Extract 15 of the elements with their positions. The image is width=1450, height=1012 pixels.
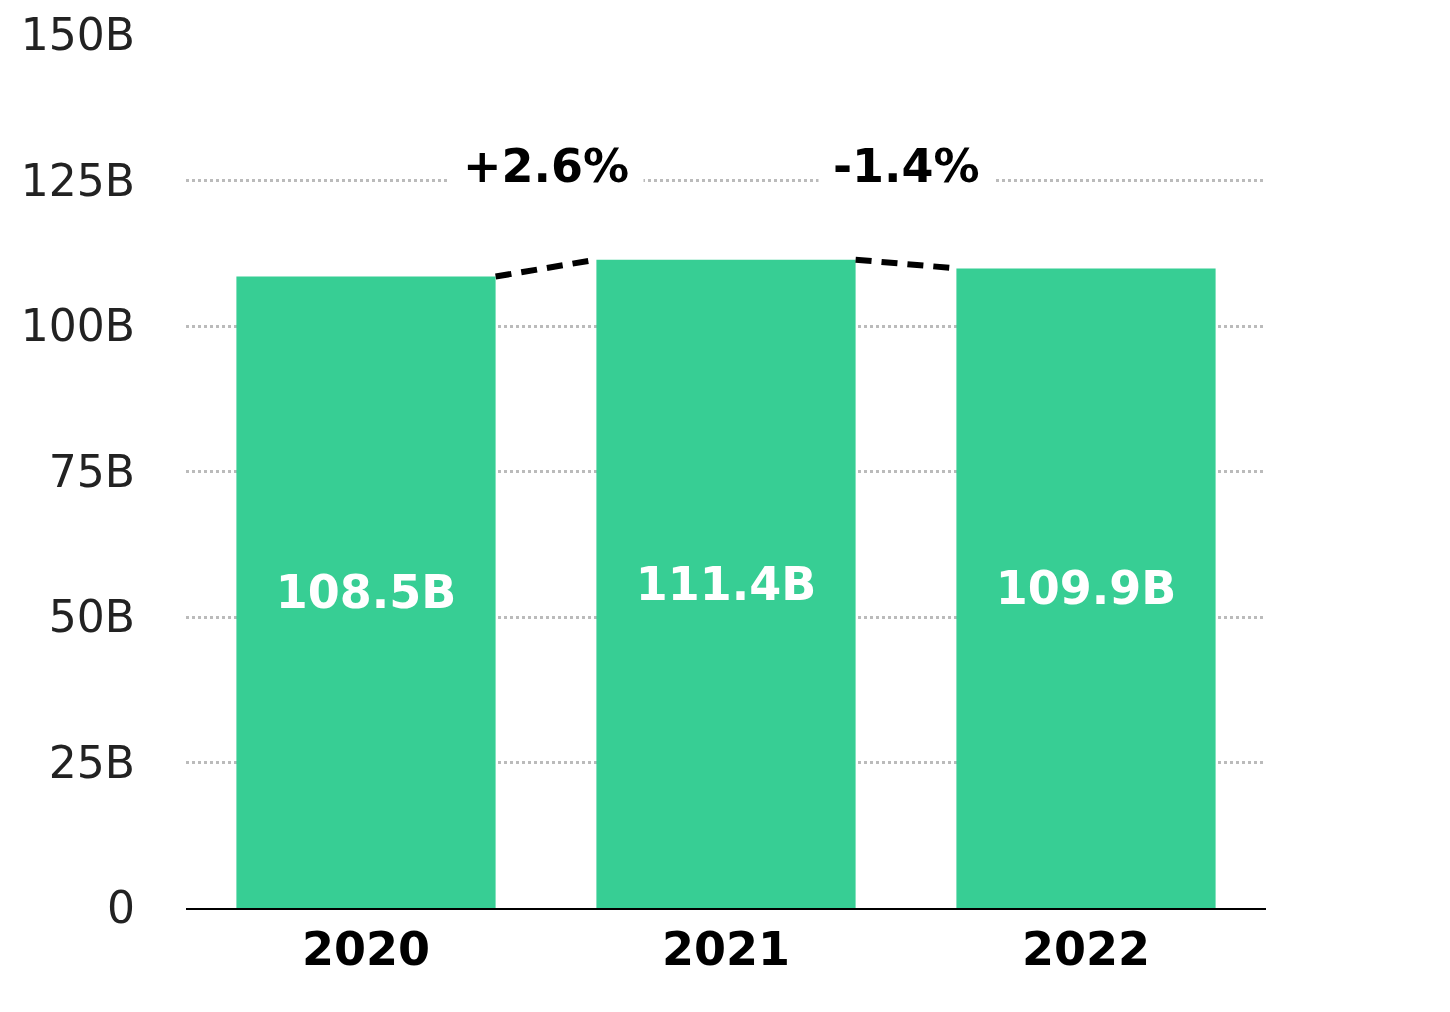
y-tick-label: 125B <box>20 154 135 206</box>
x-tick-label: 2022 <box>1021 922 1151 977</box>
y-tick-label: 150B <box>20 9 135 61</box>
annotation: -1.4% <box>833 139 980 193</box>
y-tick-label: 0 <box>107 882 135 934</box>
data-label: 109.9B <box>995 561 1177 616</box>
data-label: 108.5B <box>275 565 457 620</box>
y-tick-label: 25B <box>48 736 135 788</box>
y-tick-label: 50B <box>48 591 135 643</box>
annotation: +2.6% <box>463 139 630 193</box>
y-tick-label: 75B <box>48 445 135 497</box>
x-tick-label: 2020 <box>301 922 431 977</box>
x-tick-label: 2021 <box>661 922 791 977</box>
data-label: 111.4B <box>635 556 817 611</box>
y-tick-label: 100B <box>20 300 135 352</box>
